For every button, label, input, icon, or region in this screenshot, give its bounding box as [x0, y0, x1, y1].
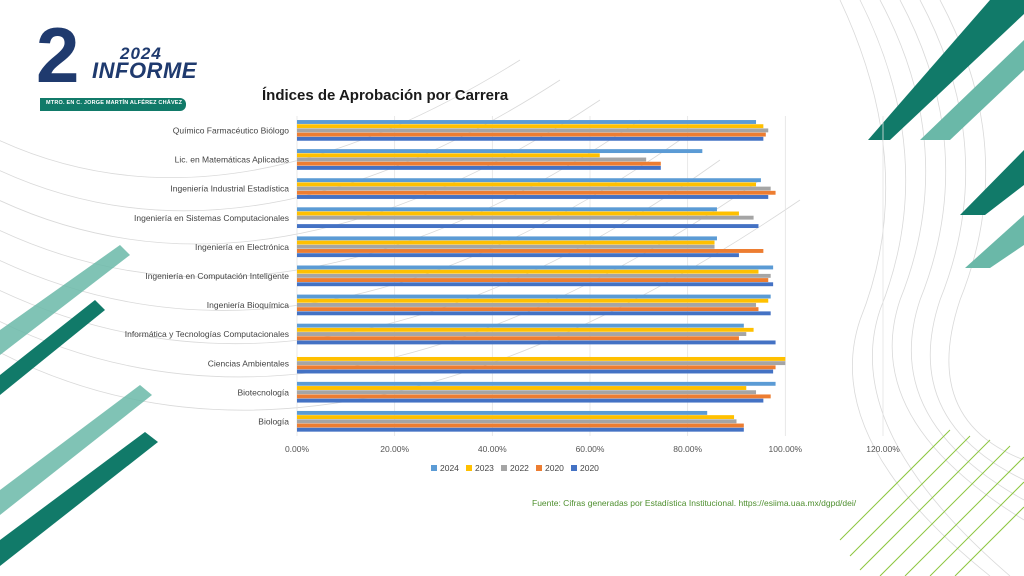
category-label: Ingeniería en Computación Inteligente	[145, 271, 289, 281]
bar	[297, 236, 717, 241]
legend-swatch	[501, 465, 507, 471]
bar	[297, 269, 759, 274]
x-tick-label: 80.00%	[673, 444, 702, 454]
bar	[297, 178, 761, 183]
bar	[297, 278, 769, 282]
bar	[297, 340, 776, 345]
source-note: Fuente: Cifras generadas por Estadística…	[532, 498, 857, 508]
bar	[297, 361, 786, 366]
legend-label: 2022	[510, 463, 529, 473]
bar	[297, 149, 703, 154]
bar	[297, 398, 764, 403]
bar	[297, 157, 647, 162]
bar	[297, 386, 747, 390]
bar	[297, 182, 757, 187]
chart-title: Índices de Aprobación por Carrera	[262, 87, 509, 104]
informe-logo: 2 2024 INFORME MTRO. EN C. JORGE MARTÍN …	[36, 16, 197, 114]
category-label: Lic. en Matemáticas Aplicadas	[175, 155, 289, 165]
legend-label: 2023	[475, 463, 494, 473]
bar	[297, 410, 708, 415]
bar	[297, 215, 754, 220]
bar	[297, 120, 757, 124]
chart-legend: 2024 2023 2022 2020 2020	[431, 463, 599, 473]
bar	[297, 195, 769, 199]
bar	[297, 427, 744, 432]
bar	[297, 265, 774, 270]
bar	[297, 128, 769, 133]
bar	[297, 390, 757, 395]
chart-bars	[297, 120, 786, 432]
bar	[297, 132, 766, 137]
bar	[297, 211, 739, 216]
bar	[297, 207, 717, 212]
bar	[297, 282, 774, 287]
bar	[297, 273, 771, 278]
legend-swatch	[431, 465, 437, 471]
legend-label: 2020	[545, 463, 564, 473]
x-tick-label: 100.00%	[769, 444, 803, 454]
bar	[297, 136, 764, 141]
category-label: Ingeniería en Electrónica	[195, 242, 289, 252]
bar	[297, 294, 771, 299]
teal-stripes-left	[0, 245, 158, 566]
bar	[297, 253, 739, 258]
legend-label: 2020	[580, 463, 599, 473]
bar	[297, 415, 735, 420]
bar	[297, 369, 774, 374]
x-tick-label: 0.00%	[285, 444, 310, 454]
bar	[297, 356, 786, 361]
bar	[297, 394, 771, 399]
bar	[297, 249, 764, 253]
category-label: Ciencias Ambientales	[208, 358, 289, 368]
bar	[297, 161, 661, 166]
legend-swatch	[571, 465, 577, 471]
bar	[297, 224, 759, 229]
bar	[297, 332, 747, 336]
category-label: Químico Farmacéutico Biólogo	[173, 126, 289, 136]
x-tick-label: 60.00%	[576, 444, 605, 454]
category-label: Biología	[258, 416, 289, 426]
category-label: Ingeniería Industrial Estadística	[170, 184, 289, 194]
legend-label: 2024	[440, 463, 459, 473]
bar	[297, 365, 776, 370]
logo-ribbon	[40, 98, 186, 111]
bar	[297, 244, 715, 249]
bar	[297, 327, 754, 332]
logo-year: 2024	[120, 44, 162, 63]
legend-swatch	[466, 465, 472, 471]
category-label: Ingeniería Bioquímica	[207, 300, 289, 310]
category-labels: Químico Farmacéutico Biólogo Lic. en Mate…	[125, 126, 290, 427]
teal-stripes-top-right	[868, 0, 1024, 268]
bar	[297, 423, 744, 428]
bar	[297, 307, 759, 312]
bar	[297, 381, 776, 386]
x-tick-label: 120.00%	[866, 444, 900, 454]
bar	[297, 311, 771, 316]
bar	[297, 124, 764, 129]
bar	[297, 186, 771, 191]
x-axis-ticks: 0.00% 20.00% 40.00% 60.00% 80.00% 100.00% 120.…	[285, 444, 900, 454]
logo-word: INFORME	[92, 58, 197, 83]
logo-number: 2	[36, 11, 80, 99]
bar	[297, 336, 739, 341]
bar	[297, 323, 744, 328]
category-label: Informática y Tecnologías Computacionale…	[125, 329, 289, 339]
bar	[297, 240, 715, 245]
x-tick-label: 20.00%	[380, 444, 409, 454]
bar	[297, 153, 600, 158]
bar	[297, 190, 776, 195]
green-lines-bottom-right	[839, 429, 1024, 576]
legend-swatch	[536, 465, 542, 471]
logo-caption: MTRO. EN C. JORGE MARTÍN ALFÉREZ CHÁVEZ	[46, 100, 183, 106]
category-label: Biotecnología	[237, 387, 289, 397]
bar	[297, 419, 737, 424]
bar	[297, 165, 661, 170]
bar	[297, 298, 769, 303]
bar	[297, 302, 757, 307]
x-tick-label: 40.00%	[478, 444, 507, 454]
category-label: Ingeniería en Sistemas Computacionales	[134, 213, 289, 223]
